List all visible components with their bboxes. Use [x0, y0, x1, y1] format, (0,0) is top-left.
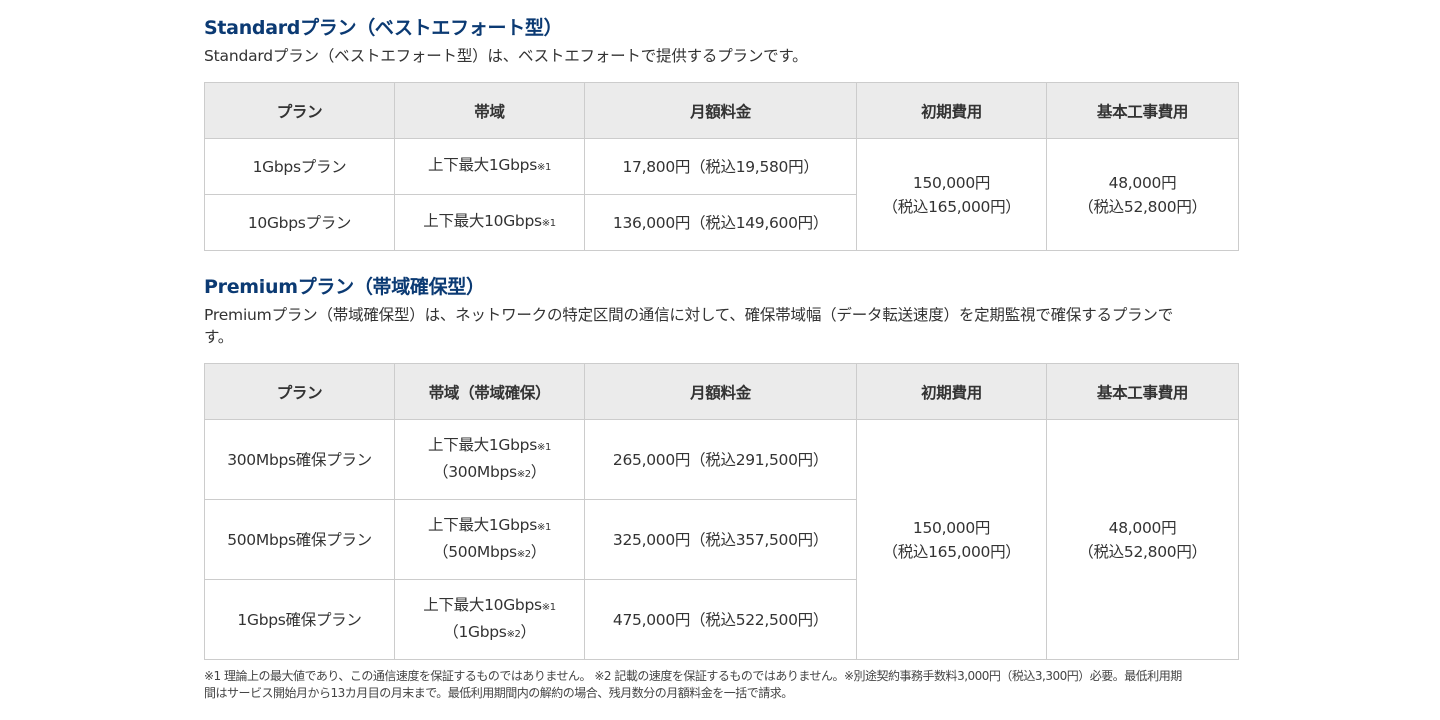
table-row: 300Mbps確保プラン 上下最大1Gbps※1 （300Mbps※2） 265… [204, 419, 1239, 660]
standard-table-block: プラン 帯域 月額料金 初期費用 基本工事費用 1Gbpsプラン 上下最大1Gb… [204, 82, 1239, 251]
header-plan: プラン [204, 363, 395, 420]
table-row: 1Gbps確保プラン 上下最大10Gbps※1 （1Gbps※2） 475,00… [204, 579, 1239, 660]
header-bandwidth: 帯域 [394, 82, 585, 139]
construction-fee-cell: 48,000円 （税込52,800円） [1046, 419, 1239, 660]
construction-fee-cell: 48,000円 （税込52,800円） [1046, 138, 1239, 251]
bandwidth-cell: 上下最大10Gbps※1 [394, 194, 585, 251]
construction-fee: 48,000円 [1108, 518, 1177, 537]
initial-fee: 150,000円 [912, 173, 991, 192]
premium-description-line2: す。 [204, 328, 234, 346]
header-initial-fee: 初期費用 [856, 82, 1047, 139]
footnote-ref: ※1 [541, 218, 556, 229]
monthly-fee: 325,000円（税込357,500円） [584, 499, 857, 580]
guaranteed-bandwidth: （500Mbps [433, 542, 517, 561]
premium-heading-block: Premiumプラン（帯域確保型） [204, 275, 485, 299]
footnote-ref: ※2 [516, 468, 531, 480]
monthly-fee: 17,800円（税込19,580円） [584, 138, 857, 195]
footnote-ref: ※1 [536, 521, 551, 533]
initial-fee-tax: （税込165,000円） [882, 542, 1021, 561]
header-monthly-fee: 月額料金 [584, 363, 857, 420]
premium-description-line1: Premiumプラン（帯域確保型）は、ネットワークの特定区間の通信に対して、確保… [204, 306, 1174, 324]
premium-plan-title: Premiumプラン（帯域確保型） [204, 276, 485, 298]
table-header-row: プラン 帯域（帯域確保） 月額料金 初期費用 基本工事費用 [204, 363, 1239, 420]
plan-name: 300Mbps確保プラン [204, 419, 395, 500]
premium-plan-table: プラン 帯域（帯域確保） 月額料金 初期費用 基本工事費用 300Mbps確保プ… [204, 363, 1239, 660]
footnote-ref: ※1 [536, 162, 551, 173]
table-row: 10Gbpsプラン 上下最大10Gbps※1 136,000円（税込149,60… [204, 194, 1239, 251]
standard-plan-table: プラン 帯域 月額料金 初期費用 基本工事費用 1Gbpsプラン 上下最大1Gb… [204, 82, 1239, 251]
footnote-ref: ※2 [506, 628, 521, 640]
standard-plan-description: Standardプラン（ベストエフォート型）は、ベストエフォートで提供するプラン… [204, 47, 808, 65]
bandwidth-value: 上下最大10Gbps [423, 212, 542, 230]
closing-paren: ） [530, 542, 547, 561]
plan-name: 10Gbpsプラン [204, 194, 395, 251]
monthly-fee: 136,000円（税込149,600円） [584, 194, 857, 251]
guaranteed-bandwidth: （1Gbps [443, 622, 507, 641]
header-initial-fee: 初期費用 [856, 363, 1047, 420]
construction-fee-tax: （税込52,800円） [1078, 197, 1207, 216]
premium-table-block: プラン 帯域（帯域確保） 月額料金 初期費用 基本工事費用 300Mbps確保プ… [204, 363, 1239, 660]
footnote-ref: ※1 [541, 601, 556, 613]
initial-fee-cell: 150,000円 （税込165,000円） [856, 138, 1047, 251]
footnotes-block: ※1 理論上の最大値であり、この通信速度を保証するものではありません。 ※2 記… [204, 668, 1238, 702]
footnote-line1: ※1 理論上の最大値であり、この通信速度を保証するものではありません。 ※2 記… [204, 669, 1182, 683]
premium-plan-description: Premiumプラン（帯域確保型）は、ネットワークの特定区間の通信に対して、確保… [204, 304, 1238, 348]
bandwidth-value: 上下最大1Gbps [428, 515, 537, 534]
standard-plan-title: Standardプラン（ベストエフォート型） [204, 17, 563, 39]
header-bandwidth: 帯域（帯域確保） [394, 363, 585, 420]
header-construction-fee: 基本工事費用 [1046, 363, 1239, 420]
initial-fee-cell: 150,000円 （税込165,000円） [856, 419, 1047, 660]
monthly-fee: 475,000円（税込522,500円） [584, 579, 857, 660]
table-row: 1Gbpsプラン 上下最大1Gbps※1 17,800円（税込19,580円） … [204, 138, 1239, 251]
construction-fee-tax: （税込52,800円） [1078, 542, 1207, 561]
initial-fee: 150,000円 [912, 518, 991, 537]
bandwidth-cell: 上下最大1Gbps※1 （300Mbps※2） [394, 419, 585, 500]
table-row: 500Mbps確保プラン 上下最大1Gbps※1 （500Mbps※2） 325… [204, 499, 1239, 580]
plan-name: 1Gbpsプラン [204, 138, 395, 195]
header-plan: プラン [204, 82, 395, 139]
plan-name: 1Gbps確保プラン [204, 579, 395, 660]
header-construction-fee: 基本工事費用 [1046, 82, 1239, 139]
footnotes: ※1 理論上の最大値であり、この通信速度を保証するものではありません。 ※2 記… [204, 668, 1238, 702]
table-header-row: プラン 帯域 月額料金 初期費用 基本工事費用 [204, 82, 1239, 139]
footnote-ref: ※2 [516, 548, 531, 560]
standard-description-block: Standardプラン（ベストエフォート型）は、ベストエフォートで提供するプラン… [204, 45, 808, 67]
header-monthly-fee: 月額料金 [584, 82, 857, 139]
standard-heading-block: Standardプラン（ベストエフォート型） [204, 16, 563, 40]
bandwidth-cell: 上下最大1Gbps※1 [394, 138, 585, 195]
footnote-line2: 間はサービス開始月から13カ月目の月末まで。最低利用期間内の解約の場合、残月数分… [204, 686, 793, 700]
bandwidth-value: 上下最大1Gbps [428, 156, 537, 174]
bandwidth-cell: 上下最大10Gbps※1 （1Gbps※2） [394, 579, 585, 660]
plan-name: 500Mbps確保プラン [204, 499, 395, 580]
bandwidth-value: 上下最大1Gbps [428, 435, 537, 454]
closing-paren: ） [530, 462, 547, 481]
guaranteed-bandwidth: （300Mbps [433, 462, 517, 481]
bandwidth-value: 上下最大10Gbps [423, 595, 542, 614]
footnote-ref: ※1 [536, 441, 551, 453]
premium-description-block: Premiumプラン（帯域確保型）は、ネットワークの特定区間の通信に対して、確保… [204, 304, 1238, 348]
monthly-fee: 265,000円（税込291,500円） [584, 419, 857, 500]
bandwidth-cell: 上下最大1Gbps※1 （500Mbps※2） [394, 499, 585, 580]
initial-fee-tax: （税込165,000円） [882, 197, 1021, 216]
construction-fee: 48,000円 [1108, 173, 1177, 192]
closing-paren: ） [520, 622, 537, 641]
